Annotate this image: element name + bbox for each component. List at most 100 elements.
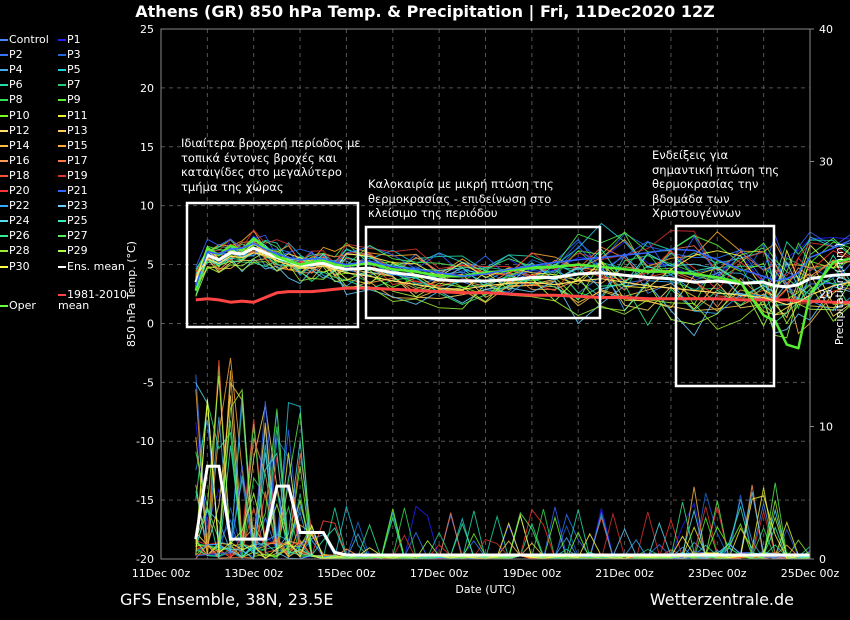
y-tick-label: 25 <box>140 23 154 36</box>
legend-swatch <box>0 250 8 253</box>
legend-item: Oper <box>0 300 36 311</box>
legend-item: P4 <box>0 64 23 75</box>
x-tick-label: 17Dec 00z <box>410 567 469 580</box>
legend-item: P17 <box>58 155 88 166</box>
legend-label: P2 <box>9 48 23 62</box>
legend-label: P29 <box>67 244 88 258</box>
legend-label: P5 <box>67 63 81 77</box>
legend-label: Oper <box>9 299 36 312</box>
x-tick-label: 19Dec 00z <box>503 567 562 580</box>
y-tick-label: 0 <box>147 317 154 330</box>
legend-swatch <box>0 114 8 117</box>
legend-item: P2 <box>0 49 23 60</box>
legend-item: P26 <box>0 230 30 241</box>
legend-swatch <box>0 205 8 208</box>
y2-axis-label: Precipitation (mm) <box>833 243 846 345</box>
legend-swatch <box>0 305 8 307</box>
precip-member-line <box>195 374 811 560</box>
precipitation-lines <box>194 357 811 561</box>
legend-item: P8 <box>0 94 23 105</box>
legend-label: P24 <box>9 214 30 228</box>
y-tick-label: -15 <box>136 494 154 507</box>
legend-item: P12 <box>0 125 30 136</box>
legend-item: P15 <box>58 140 88 151</box>
legend-item: P10 <box>0 110 30 121</box>
legend-label: P25 <box>67 214 88 228</box>
legend-label: P17 <box>67 153 88 167</box>
ensemble-spaghetti <box>195 222 850 339</box>
y-tick-label: 15 <box>140 141 154 154</box>
legend-swatch <box>0 159 8 162</box>
series-line <box>195 252 850 306</box>
legend-label: Control <box>9 33 49 46</box>
y2-tick-label: 20 <box>819 288 833 301</box>
legend-item: P9 <box>58 94 81 105</box>
legend-swatch <box>0 220 8 223</box>
x-axis-label: Date (UTC) <box>455 583 515 596</box>
legend-item: 1981-2010 mean <box>58 289 127 311</box>
x-tick-label: 25Dec 00z <box>781 567 840 580</box>
legend-swatch <box>58 39 66 41</box>
legend-label: P27 <box>67 229 88 243</box>
legend-label: P16 <box>9 153 30 167</box>
legend-item: P28 <box>0 245 30 256</box>
legend-swatch <box>0 174 8 177</box>
x-tick-label: 23Dec 00z <box>688 567 747 580</box>
legend-label: P12 <box>9 123 30 137</box>
legend-label: P28 <box>9 244 30 258</box>
legend-swatch <box>0 69 8 72</box>
ensemble-member-line <box>195 232 850 289</box>
annotation-box <box>185 201 360 329</box>
precip-member-line <box>195 366 811 560</box>
legend-item: P18 <box>0 170 30 181</box>
legend-label: 1981-2010 mean <box>58 288 127 312</box>
legend-label: P14 <box>9 138 30 152</box>
legend-swatch <box>0 190 8 192</box>
legend-label: P30 <box>9 259 30 273</box>
model-info: GFS Ensemble, 38N, 23.5E <box>120 590 334 609</box>
series-lines <box>194 237 850 350</box>
y-tick-label: 20 <box>140 82 154 95</box>
legend-item: P14 <box>0 140 30 151</box>
legend-item: P1 <box>58 34 81 45</box>
legend-item: P16 <box>0 155 30 166</box>
y2-tick-label: 10 <box>819 421 833 434</box>
legend-item: P5 <box>58 64 81 75</box>
legend-label: P1 <box>67 33 81 46</box>
ensemble-member-line <box>195 231 850 278</box>
legend-label: P15 <box>67 138 88 152</box>
x-tick-label: 11Dec 00z <box>132 567 191 580</box>
legend-item: P13 <box>58 125 88 136</box>
legend-item: P25 <box>58 215 88 226</box>
legend-label: P23 <box>67 199 88 213</box>
ensemble-member-line <box>195 260 850 339</box>
legend-swatch <box>58 129 66 132</box>
legend-swatch <box>0 84 8 87</box>
legend-item: P6 <box>0 79 23 90</box>
y-axis-label: 850 hPa Temp. (°C) <box>125 241 138 347</box>
legend-label: P22 <box>9 199 30 213</box>
legend-swatch <box>0 265 8 268</box>
precip-member-line <box>195 375 811 560</box>
ensemble-member-line <box>195 258 850 327</box>
legend-swatch <box>58 99 66 102</box>
precip-member-line <box>195 370 811 560</box>
legend-label: Ens. mean <box>67 259 125 273</box>
legend-item: P24 <box>0 215 30 226</box>
legend-item: P29 <box>58 245 88 256</box>
legend-swatch <box>58 54 66 57</box>
y-tick-label: 10 <box>140 200 154 213</box>
legend-item: Control <box>0 34 49 45</box>
legend-swatch <box>0 99 8 102</box>
legend-label: P21 <box>67 184 88 197</box>
series-line <box>195 239 850 287</box>
legend-item: P11 <box>58 110 88 121</box>
legend-label: P4 <box>9 63 23 77</box>
legend-label: P18 <box>9 168 30 182</box>
legend-swatch <box>58 265 66 268</box>
y-tick-label: 5 <box>147 259 154 272</box>
series-line <box>195 286 850 304</box>
legend-swatch <box>58 190 66 192</box>
y2-tick-label: 40 <box>819 23 833 36</box>
legend-item: P3 <box>58 49 81 60</box>
